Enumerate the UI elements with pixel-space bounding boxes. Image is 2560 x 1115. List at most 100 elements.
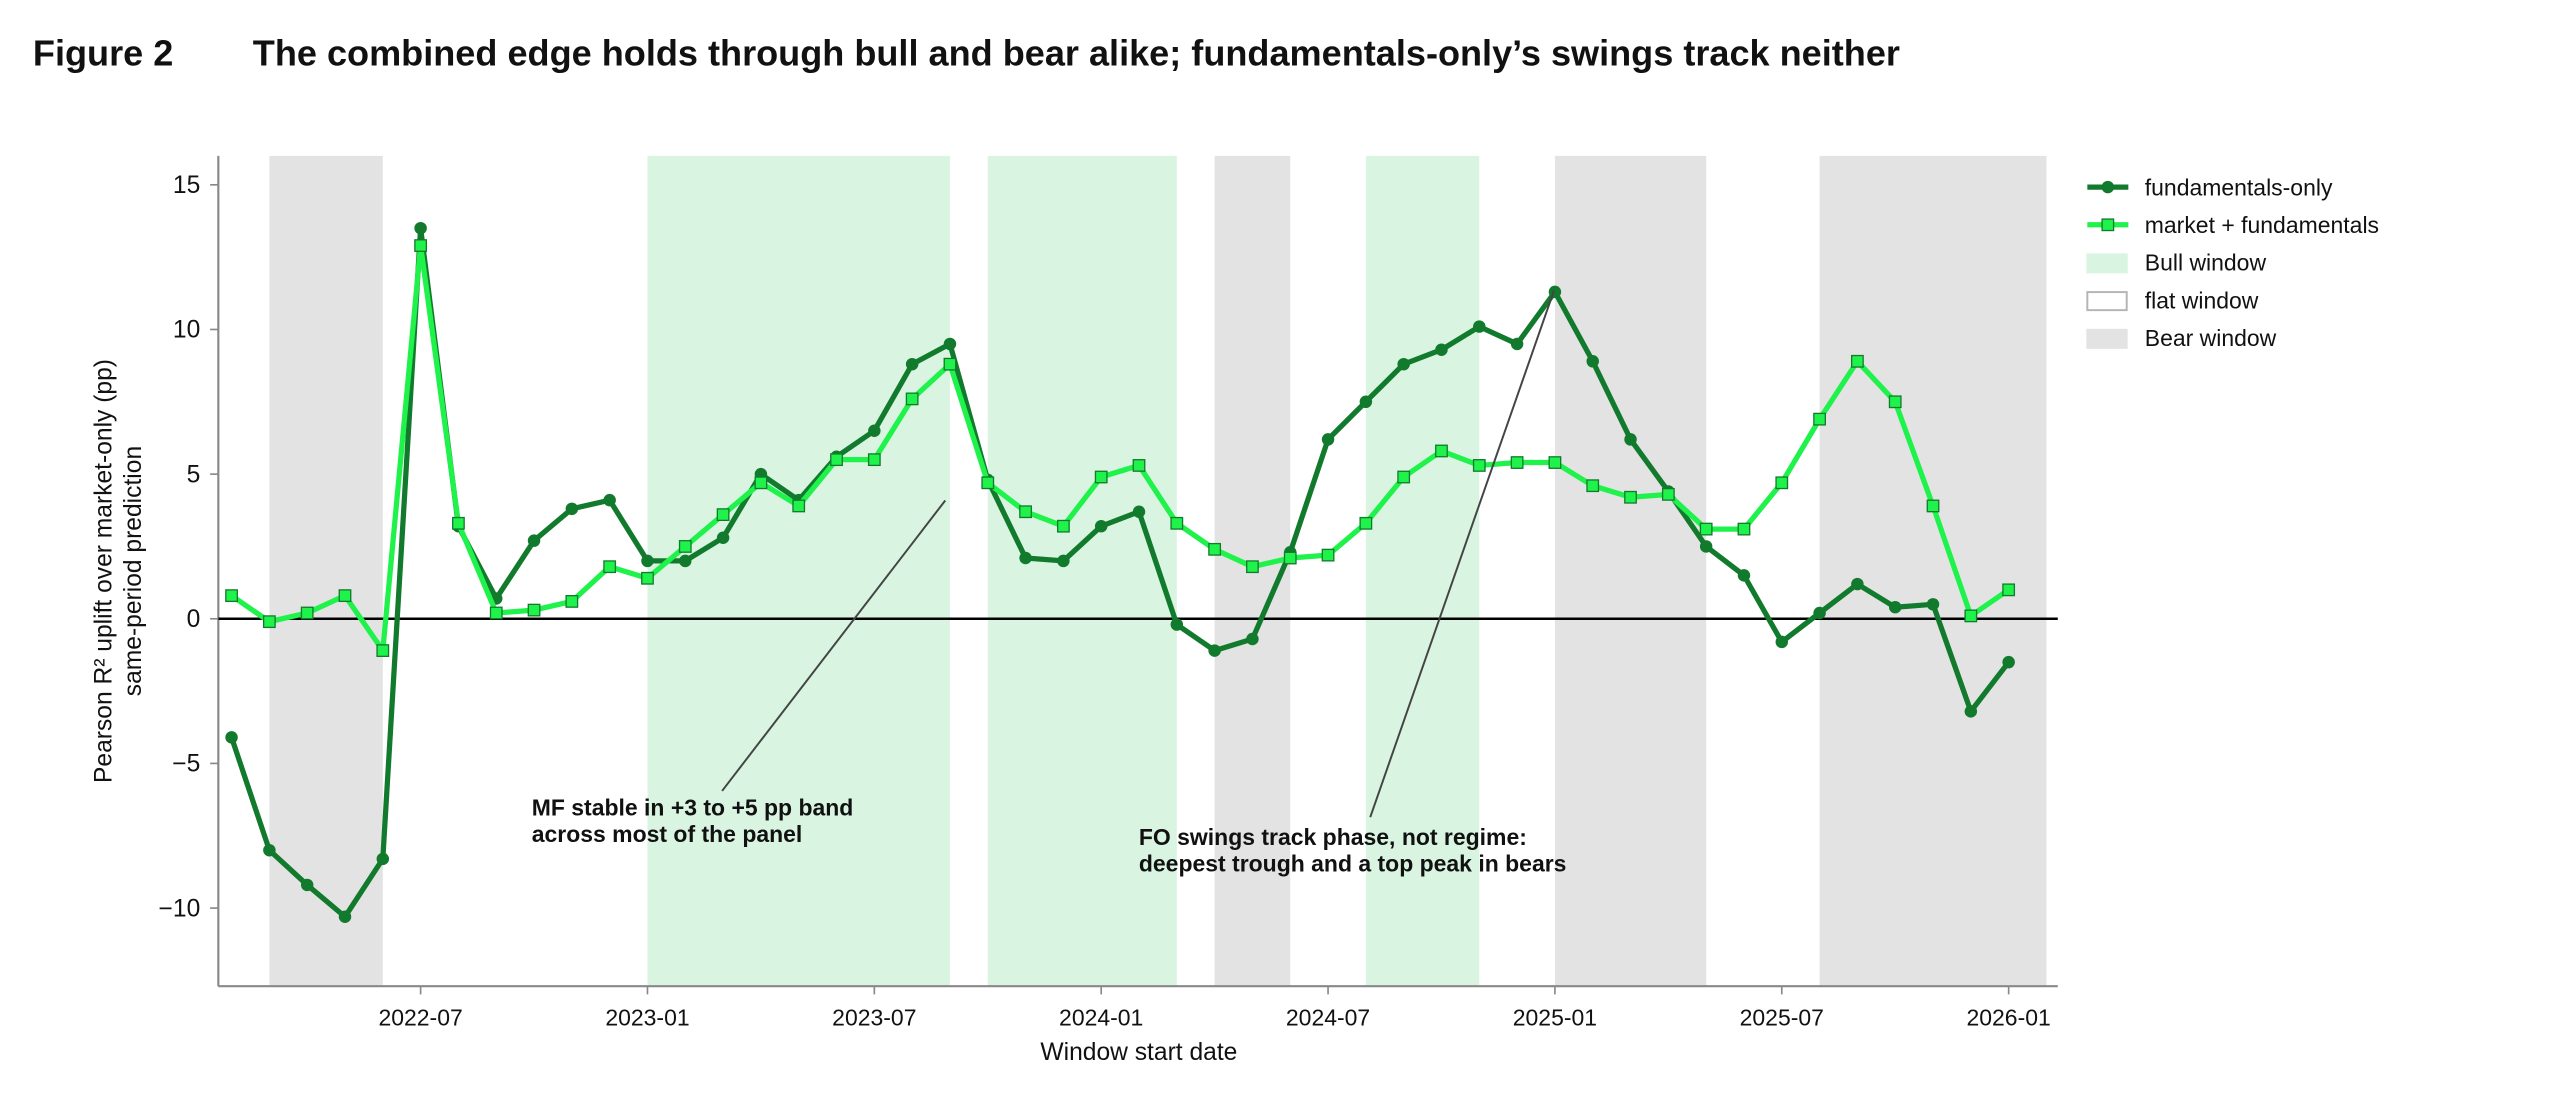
- marker: [868, 424, 881, 437]
- marker: [338, 910, 352, 923]
- marker: [2002, 655, 2015, 669]
- x-tick-label: 2022-07: [378, 1005, 462, 1031]
- marker: [1661, 487, 1675, 501]
- regime-window: [647, 155, 950, 987]
- marker: [679, 554, 692, 568]
- marker: [792, 499, 806, 513]
- marker: [754, 476, 768, 490]
- marker: [1359, 516, 1373, 530]
- marker: [1510, 337, 1524, 351]
- marker: [716, 508, 730, 522]
- x-tick-label: 2026-01: [1966, 1005, 2050, 1031]
- marker: [1586, 355, 1599, 368]
- marker: [981, 476, 995, 490]
- marker: [527, 603, 541, 617]
- marker: [262, 615, 276, 629]
- marker: [1888, 395, 1902, 409]
- legend-label: Bull window: [2145, 250, 2267, 276]
- marker: [1170, 618, 1184, 631]
- marker: [1926, 598, 1940, 611]
- marker: [1208, 542, 1222, 556]
- chart-title: The combined edge holds through bull and…: [253, 33, 1900, 74]
- y-tick-label: 5: [187, 461, 201, 488]
- marker: [1624, 490, 1637, 504]
- regime-window: [269, 155, 383, 987]
- marker: [641, 571, 654, 585]
- marker: [1510, 456, 1524, 469]
- marker: [1435, 444, 1448, 458]
- series-line: [229, 225, 2011, 920]
- marker: [225, 589, 238, 603]
- y-axis-label: Pearson R² uplift over market-only (pp) …: [91, 359, 148, 783]
- marker: [943, 337, 957, 351]
- marker: [1057, 554, 1070, 568]
- legend-swatch: [2086, 291, 2128, 312]
- y-tick-label: −5: [172, 751, 200, 778]
- marker: [943, 357, 957, 371]
- marker: [1359, 395, 1373, 409]
- marker: [1624, 433, 1637, 446]
- marker: [1094, 470, 1108, 484]
- marker: [376, 644, 390, 657]
- marker: [641, 554, 654, 568]
- annotation-arrow: [1369, 290, 1555, 818]
- marker: [300, 606, 314, 620]
- marker: [376, 852, 390, 866]
- y-tick-label: 0: [187, 606, 201, 633]
- x-tick-label: 2025-07: [1740, 1005, 1824, 1031]
- y-tick-label: 10: [173, 317, 200, 344]
- marker: [1472, 459, 1486, 472]
- marker: [565, 502, 579, 516]
- annotation-text: MF stable in +3 to +5 pp band: [532, 795, 854, 821]
- marker: [489, 606, 503, 620]
- marker: [1056, 519, 1070, 533]
- legend-label: flat window: [2145, 287, 2259, 313]
- x-tick-label: 2023-07: [832, 1005, 916, 1031]
- marker: [1964, 609, 1978, 623]
- marker: [603, 493, 616, 507]
- annotation-text: FO swings track phase, not regime:: [1139, 824, 1527, 850]
- marker: [1926, 499, 1940, 513]
- marker: [1397, 470, 1411, 484]
- marker: [1397, 357, 1410, 371]
- marker: [2101, 218, 2115, 232]
- x-tick-label: 2025-01: [1513, 1005, 1597, 1031]
- marker: [1851, 577, 1864, 591]
- marker: [1813, 606, 1826, 620]
- legend-label: market + fundamentals: [2145, 212, 2379, 238]
- marker: [2002, 583, 2016, 597]
- marker: [452, 516, 465, 530]
- regime-window: [1819, 155, 2047, 987]
- x-tick-label: 2024-07: [1286, 1005, 1370, 1031]
- marker: [830, 453, 843, 467]
- marker: [1246, 632, 1259, 646]
- marker: [716, 531, 730, 545]
- marker: [1435, 343, 1448, 356]
- marker: [905, 392, 919, 406]
- marker: [1094, 519, 1108, 533]
- marker: [1019, 505, 1032, 519]
- marker: [338, 589, 352, 603]
- marker: [1548, 456, 1562, 469]
- legend-swatch: [2086, 253, 2128, 274]
- regime-window: [1554, 155, 1707, 987]
- marker: [263, 843, 276, 857]
- marker: [1473, 320, 1486, 333]
- marker: [1699, 522, 1713, 536]
- x-tick-label: 2023-01: [605, 1005, 689, 1031]
- marker: [678, 540, 692, 553]
- annotation-arrow: [721, 499, 947, 792]
- x-tick-label: 2024-01: [1059, 1005, 1143, 1031]
- marker: [1737, 522, 1751, 536]
- marker: [225, 731, 238, 744]
- marker: [2101, 180, 2115, 194]
- marker: [1586, 479, 1600, 493]
- marker: [1775, 476, 1789, 490]
- series: [225, 239, 2016, 657]
- marker: [527, 534, 541, 547]
- legend-label: fundamentals-only: [2145, 174, 2333, 200]
- annotation-text: across most of the panel: [532, 821, 803, 847]
- marker: [1964, 705, 1978, 718]
